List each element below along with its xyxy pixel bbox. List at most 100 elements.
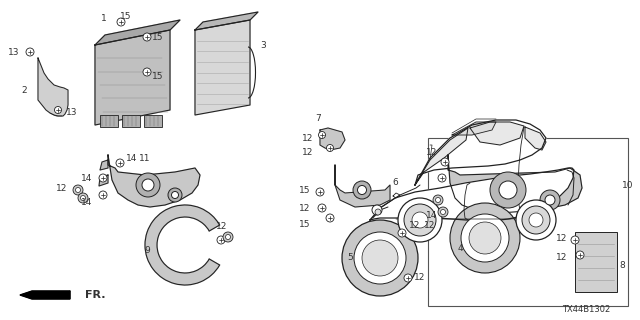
Circle shape bbox=[326, 214, 334, 222]
Polygon shape bbox=[415, 128, 468, 185]
Circle shape bbox=[516, 200, 556, 240]
Circle shape bbox=[404, 274, 412, 282]
Text: 12: 12 bbox=[56, 183, 68, 193]
Circle shape bbox=[571, 236, 579, 244]
Text: 12: 12 bbox=[216, 221, 228, 230]
Bar bbox=[575, 232, 617, 292]
Bar bbox=[100, 115, 118, 127]
Text: 12: 12 bbox=[556, 252, 568, 261]
Circle shape bbox=[529, 213, 543, 227]
Circle shape bbox=[435, 197, 440, 203]
Circle shape bbox=[353, 181, 371, 199]
Circle shape bbox=[441, 158, 449, 166]
Polygon shape bbox=[20, 291, 70, 299]
Text: FR.: FR. bbox=[85, 290, 106, 300]
Circle shape bbox=[168, 188, 182, 202]
Circle shape bbox=[433, 195, 443, 205]
Circle shape bbox=[142, 179, 154, 191]
Circle shape bbox=[576, 251, 584, 259]
Circle shape bbox=[136, 173, 160, 197]
Polygon shape bbox=[415, 120, 546, 185]
Circle shape bbox=[73, 185, 83, 195]
Text: 2: 2 bbox=[21, 85, 27, 94]
Circle shape bbox=[316, 188, 324, 196]
Text: 8: 8 bbox=[619, 260, 625, 269]
Circle shape bbox=[490, 172, 526, 208]
Polygon shape bbox=[195, 12, 258, 30]
Polygon shape bbox=[100, 160, 108, 170]
Text: 12: 12 bbox=[300, 204, 310, 212]
Circle shape bbox=[143, 68, 151, 76]
Circle shape bbox=[319, 132, 326, 139]
Text: 5: 5 bbox=[347, 253, 353, 262]
Polygon shape bbox=[99, 175, 108, 186]
Circle shape bbox=[440, 210, 445, 214]
Circle shape bbox=[223, 232, 233, 242]
Circle shape bbox=[117, 18, 125, 26]
Circle shape bbox=[522, 206, 550, 234]
Polygon shape bbox=[95, 30, 170, 125]
Circle shape bbox=[76, 188, 81, 193]
Circle shape bbox=[358, 186, 367, 195]
Circle shape bbox=[398, 198, 442, 242]
Bar bbox=[122, 115, 140, 127]
Text: 11: 11 bbox=[140, 154, 151, 163]
Text: 12: 12 bbox=[556, 234, 568, 243]
Circle shape bbox=[26, 48, 34, 56]
Text: 15: 15 bbox=[152, 33, 164, 42]
Circle shape bbox=[545, 195, 555, 205]
Text: 14: 14 bbox=[81, 197, 93, 206]
Circle shape bbox=[499, 181, 517, 199]
Text: 15: 15 bbox=[300, 186, 311, 195]
Text: 12: 12 bbox=[414, 274, 426, 283]
Text: TX44B1302: TX44B1302 bbox=[562, 306, 610, 315]
Polygon shape bbox=[145, 205, 220, 285]
Text: 7: 7 bbox=[315, 114, 321, 123]
Circle shape bbox=[217, 236, 225, 244]
Circle shape bbox=[412, 212, 428, 228]
Text: 15: 15 bbox=[120, 12, 132, 20]
Polygon shape bbox=[195, 20, 250, 115]
Circle shape bbox=[372, 205, 382, 215]
Polygon shape bbox=[525, 127, 546, 150]
Circle shape bbox=[398, 229, 406, 237]
Text: 6: 6 bbox=[392, 178, 398, 187]
Circle shape bbox=[404, 204, 436, 236]
Circle shape bbox=[362, 240, 398, 276]
Circle shape bbox=[450, 203, 520, 273]
Circle shape bbox=[116, 159, 124, 167]
Text: 12: 12 bbox=[302, 133, 314, 142]
Text: 4: 4 bbox=[457, 244, 463, 252]
Text: 13: 13 bbox=[8, 47, 20, 57]
Text: 15: 15 bbox=[300, 220, 311, 228]
Text: 12: 12 bbox=[426, 148, 438, 156]
Circle shape bbox=[438, 207, 448, 217]
Text: 12: 12 bbox=[302, 148, 314, 156]
Bar bbox=[428, 138, 628, 306]
Polygon shape bbox=[335, 165, 390, 207]
Polygon shape bbox=[452, 122, 496, 135]
Text: 10: 10 bbox=[622, 180, 634, 189]
Circle shape bbox=[438, 174, 446, 182]
Polygon shape bbox=[320, 128, 345, 150]
Circle shape bbox=[461, 214, 509, 262]
Circle shape bbox=[342, 220, 418, 296]
Text: 12: 12 bbox=[424, 220, 436, 229]
Polygon shape bbox=[95, 20, 180, 45]
Circle shape bbox=[99, 191, 107, 199]
Polygon shape bbox=[448, 155, 582, 213]
Polygon shape bbox=[370, 168, 574, 220]
Polygon shape bbox=[470, 122, 524, 145]
Circle shape bbox=[375, 209, 381, 215]
Circle shape bbox=[469, 222, 501, 254]
Text: 14: 14 bbox=[81, 173, 93, 182]
Bar bbox=[144, 115, 162, 127]
Circle shape bbox=[99, 174, 107, 182]
Text: 12: 12 bbox=[410, 220, 420, 229]
Polygon shape bbox=[38, 58, 68, 116]
Circle shape bbox=[318, 204, 326, 212]
Text: 14: 14 bbox=[126, 154, 138, 163]
Text: 13: 13 bbox=[67, 108, 77, 116]
Circle shape bbox=[225, 235, 230, 239]
Polygon shape bbox=[108, 155, 200, 207]
